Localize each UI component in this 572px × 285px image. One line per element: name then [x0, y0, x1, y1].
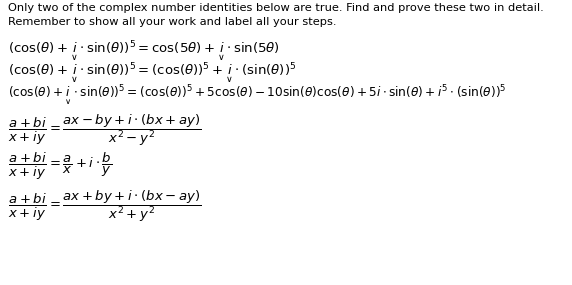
Text: $\dfrac{a + bi}{x + iy} = \dfrac{ax + by + i \cdot (bx - ay)}{x^2 + y^2}$: $\dfrac{a + bi}{x + iy} = \dfrac{ax + by…: [8, 189, 201, 224]
Text: $(\cos(\theta) + \underset{\vee}{i} \cdot \sin(\theta))^5 = (\cos(\theta))^5 + 5: $(\cos(\theta) + \underset{\vee}{i} \cdo…: [8, 83, 507, 107]
Text: $\dfrac{a + bi}{x + iy} = \dfrac{a}{x} + i \cdot \dfrac{b}{y}$: $\dfrac{a + bi}{x + iy} = \dfrac{a}{x} +…: [8, 151, 112, 182]
Text: $\dfrac{a + bi}{x + iy} = \dfrac{ax - by + i \cdot (bx + ay)}{x^2 - y^2}$: $\dfrac{a + bi}{x + iy} = \dfrac{ax - by…: [8, 113, 201, 148]
Text: Only two of the complex number identities below are true. Find and prove these t: Only two of the complex number identitie…: [8, 3, 544, 13]
Text: $(\cos(\theta) + \underset{\vee}{i} \cdot \sin(\theta))^5 = (\cos(\theta))^5 + \: $(\cos(\theta) + \underset{\vee}{i} \cdo…: [8, 61, 296, 86]
Text: Remember to show all your work and label all your steps.: Remember to show all your work and label…: [8, 17, 336, 27]
Text: $(\cos(\theta) + \underset{\vee}{i} \cdot \sin(\theta))^5 = \cos(5\theta) + \und: $(\cos(\theta) + \underset{\vee}{i} \cdo…: [8, 39, 280, 64]
